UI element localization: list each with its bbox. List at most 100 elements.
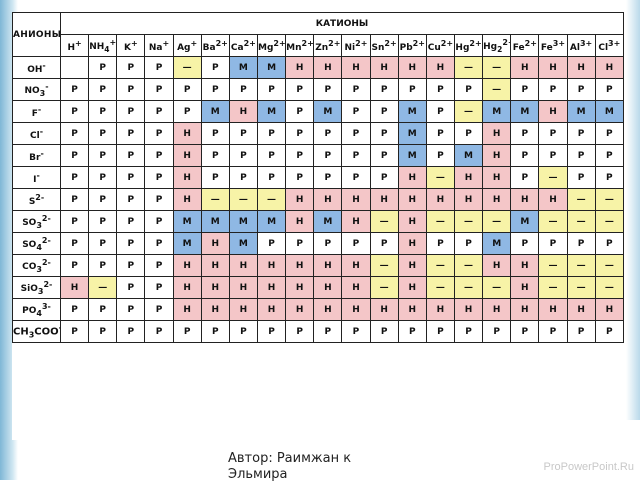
solubility-cell: — bbox=[425, 166, 455, 189]
solubility-cell: Р bbox=[510, 320, 540, 343]
solubility-cell: Р bbox=[88, 232, 118, 255]
solubility-cell: М bbox=[397, 100, 427, 123]
solubility-cell: — bbox=[538, 210, 568, 233]
solubility-cell: Р bbox=[313, 232, 343, 255]
ion-base: Cl bbox=[29, 130, 40, 141]
solubility-cell: Н bbox=[313, 56, 343, 79]
solubility-cell: Р bbox=[425, 144, 455, 167]
solubility-symbol: Р bbox=[155, 62, 163, 73]
solubility-cell: М bbox=[256, 210, 287, 233]
solubility-cell: Н bbox=[594, 298, 625, 321]
solubility-cell: Р bbox=[285, 78, 315, 101]
cation-header-cell: Mg2+ bbox=[256, 34, 287, 57]
ion-subscript: 2 bbox=[497, 44, 503, 54]
solubility-cell: Р bbox=[116, 166, 146, 189]
solubility-symbol: Н bbox=[464, 194, 473, 205]
solubility-cell: Н bbox=[256, 254, 287, 277]
solubility-symbol: Р bbox=[268, 326, 275, 337]
anion-label: PO43- bbox=[12, 298, 61, 321]
ion-base: Fe bbox=[512, 42, 525, 53]
solubility-cell: — bbox=[256, 188, 287, 211]
solubility-symbol: Н bbox=[408, 282, 417, 293]
ion-base: PO bbox=[22, 305, 37, 316]
solubility-cell: Н bbox=[172, 144, 202, 167]
anion-row: OH- Р Р Р — Р М М Н Н Н Н Н Н — — Н Н Н Н bbox=[12, 56, 625, 79]
anion-label: SO42- bbox=[12, 232, 61, 255]
ion-subscript: 4 bbox=[36, 242, 42, 252]
solubility-cell: Н bbox=[341, 56, 371, 79]
solubility-cell: Р bbox=[88, 298, 118, 321]
brand-watermark: ProPowerPoint.Ru bbox=[543, 461, 635, 473]
cation-header-cell: Al3+ bbox=[566, 34, 596, 57]
cations-header: КАТИОНЫ bbox=[60, 12, 624, 35]
solubility-cell: Р bbox=[482, 320, 512, 343]
solubility-cell: Р bbox=[228, 320, 258, 343]
ion-base: Al bbox=[569, 42, 580, 53]
solubility-cell: Р bbox=[116, 122, 146, 145]
solubility-cell: Н bbox=[369, 298, 399, 321]
solubility-cell: Р bbox=[144, 232, 174, 255]
solubility-symbol: Р bbox=[465, 238, 472, 249]
solubility-cell: Р bbox=[88, 122, 118, 145]
author-caption: Автор: Раимжан к Эльмира bbox=[228, 451, 352, 482]
ion-base: OH bbox=[27, 64, 43, 75]
solubility-cell: Н bbox=[313, 276, 343, 299]
solubility-cell: Н bbox=[228, 298, 258, 321]
solubility-cell: Р bbox=[369, 122, 399, 145]
solubility-cell: Н bbox=[425, 56, 455, 79]
solubility-cell: Р bbox=[59, 320, 90, 343]
ion-charge: 2+ bbox=[502, 37, 509, 47]
anion-row: Cl- Р Р Р Р Н Р Р Р Р Р Р Р М Р Р Н Р Р Р Р bbox=[12, 122, 625, 145]
solubility-symbol: Р bbox=[521, 84, 529, 95]
solubility-symbol: Н bbox=[549, 106, 557, 117]
solubility-cell: Н bbox=[397, 188, 427, 211]
solubility-cell: Р bbox=[397, 320, 427, 343]
solubility-symbol: Р bbox=[127, 326, 135, 337]
solubility-cell: Н bbox=[172, 122, 202, 145]
solubility-symbol: Н bbox=[239, 282, 248, 293]
solubility-symbol: — bbox=[576, 194, 586, 205]
solubility-cell: Р bbox=[285, 320, 315, 343]
solubility-cell: Н bbox=[313, 254, 343, 277]
solubility-cell: Н bbox=[285, 276, 315, 299]
solubility-symbol: Н bbox=[239, 106, 248, 117]
ion-charge: 2- bbox=[41, 235, 51, 245]
solubility-symbol: Р bbox=[380, 172, 388, 183]
solubility-cell: Р bbox=[116, 100, 146, 123]
solubility-cell: Р bbox=[200, 144, 230, 167]
ion-charge: + bbox=[130, 38, 138, 48]
solubility-symbol: М bbox=[407, 128, 417, 139]
solubility-cell: Р bbox=[425, 320, 455, 343]
solubility-cell: М bbox=[482, 232, 512, 255]
solubility-symbol: Р bbox=[99, 172, 107, 183]
solubility-symbol: Р bbox=[127, 172, 135, 183]
solubility-cell: Р bbox=[88, 144, 118, 167]
solubility-symbol: Р bbox=[465, 84, 472, 95]
cation-header-cell: NH4+ bbox=[88, 34, 118, 57]
solubility-cell: Р bbox=[144, 210, 174, 233]
solubility-symbol: Н bbox=[267, 282, 276, 293]
solubility-symbol: Н bbox=[492, 150, 501, 161]
solubility-symbol: Р bbox=[211, 150, 219, 161]
solubility-symbol: Р bbox=[606, 326, 613, 337]
solubility-cell: Р bbox=[341, 166, 371, 189]
solubility-symbol: Н bbox=[295, 304, 304, 315]
solubility-cell: Н bbox=[285, 188, 315, 211]
solubility-symbol: Р bbox=[352, 150, 360, 161]
solubility-cell: Р bbox=[256, 166, 287, 189]
solubility-symbol: Н bbox=[324, 194, 332, 205]
solubility-cell: Р bbox=[144, 320, 174, 343]
solubility-symbol: Р bbox=[352, 238, 360, 249]
solubility-symbol: Р bbox=[549, 84, 557, 95]
ion-base: F bbox=[31, 108, 38, 119]
solubility-symbol: Н bbox=[492, 172, 501, 183]
anion-row: I- Р Р Р Р Н Р Р Р Р Р Р Р Н — Н Н Р — Р Р bbox=[12, 166, 625, 189]
solubility-symbol: Р bbox=[99, 304, 107, 315]
anion-row: Br- Р Р Р Р Н Р Р Р Р Р Р Р М Р М Н Р Р Р Р bbox=[12, 144, 625, 167]
solubility-cell: М bbox=[200, 100, 230, 123]
solubility-cell: Р bbox=[510, 122, 540, 145]
ion-subscript: 3 bbox=[36, 220, 42, 230]
solubility-table: АНИОНЫ КАТИОНЫ H+ NH4+ K+ Na+ Ag+ Ba2+ Ca2+ Mg2… bbox=[12, 12, 625, 343]
solubility-symbol: Р bbox=[324, 238, 332, 249]
solubility-cell: М bbox=[594, 100, 625, 123]
